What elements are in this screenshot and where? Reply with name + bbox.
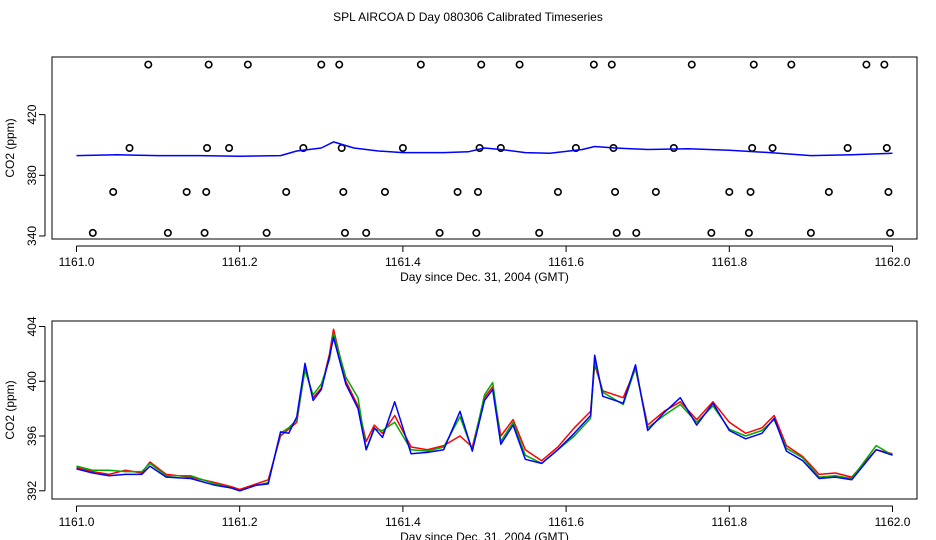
bottom-series-line-3	[76, 336, 893, 492]
top-calibration-marker	[416, 60, 425, 69]
top-x-tick-label: 1161.2	[222, 255, 258, 269]
top-calibration-marker	[362, 228, 371, 237]
bottom-x-tick-label: 1162.0	[875, 515, 911, 529]
bottom-y-axis-label: CO2 (ppm)	[3, 380, 17, 439]
bottom-y-tick-label: 400	[25, 371, 39, 391]
top-calibration-marker	[589, 60, 598, 69]
panel-top: 1161.0 1161.2 1161.4 1161.6 1161.8 1162.0 Day …	[3, 56, 918, 284]
top-calibration-marker	[651, 187, 660, 196]
top-calibration-marker	[109, 187, 118, 196]
top-calibration-marker	[496, 144, 505, 153]
top-calibration-marker	[299, 144, 308, 153]
top-calibration-marker	[707, 228, 716, 237]
bottom-y-tick-label: 392	[25, 480, 39, 500]
bottom-series-line-2	[76, 332, 893, 492]
top-calibration-marker	[88, 228, 97, 237]
top-calibration-marker	[204, 60, 213, 69]
top-calibration-marker	[880, 60, 889, 69]
bottom-x-tick-label: 1161.0	[59, 515, 95, 529]
top-x-tick-label: 1161.0	[59, 255, 95, 269]
bottom-x-axis-label: Day since Dec. 31, 2004 (GMT)	[400, 530, 569, 540]
top-calibration-marker	[317, 60, 326, 69]
top-calibration-marker	[473, 187, 482, 196]
top-calibration-marker	[862, 60, 871, 69]
bottom-x-tick-label: 1161.4	[385, 515, 421, 529]
top-calibration-marker	[182, 187, 191, 196]
top-calibration-marker	[882, 144, 891, 153]
top-calibration-marker	[884, 187, 893, 196]
top-calibration-marker	[571, 144, 580, 153]
top-calibration-marker	[282, 187, 291, 196]
top-calibration-marker	[125, 144, 134, 153]
bottom-plot-frame	[51, 320, 918, 500]
top-y-axis-label: CO2 (ppm)	[3, 118, 17, 177]
top-x-tick-label: 1162.0	[875, 255, 911, 269]
top-calibration-marker	[225, 144, 234, 153]
top-calibration-marker	[843, 144, 852, 153]
top-calibration-marker	[472, 228, 481, 237]
top-calibration-marker	[200, 228, 209, 237]
top-calibration-marker	[824, 187, 833, 196]
top-calibration-marker	[398, 144, 407, 153]
top-calibration-marker	[380, 187, 389, 196]
top-calibration-marker	[669, 144, 678, 153]
top-x-axis-label: Day since Dec. 31, 2004 (GMT)	[400, 270, 569, 284]
bottom-x-tick-label: 1161.8	[711, 515, 747, 529]
top-calibration-marker	[746, 187, 755, 196]
bottom-series-line-1	[76, 328, 893, 491]
top-calibration-marker	[806, 228, 815, 237]
panel-bottom: 1161.0 1161.2 1161.4 1161.6 1161.8 1162.0 Day …	[3, 316, 918, 540]
top-calibration-marker	[163, 228, 172, 237]
top-calibration-marker	[607, 60, 616, 69]
top-calibration-marker	[262, 228, 271, 237]
top-calibration-marker	[339, 187, 348, 196]
top-calibration-marker	[611, 187, 620, 196]
top-calibration-marker	[203, 144, 212, 153]
top-plot-frame	[51, 56, 918, 240]
top-calibration-marker	[243, 60, 252, 69]
top-calibration-marker	[748, 144, 757, 153]
top-calibration-marker	[202, 187, 211, 196]
top-calibration-marker	[744, 228, 753, 237]
top-calibration-marker	[340, 228, 349, 237]
top-calibration-marker	[632, 228, 641, 237]
top-calibration-marker	[453, 187, 462, 196]
bottom-y-tick-label: 396	[25, 426, 39, 446]
top-calibration-marker	[535, 228, 544, 237]
top-x-tick-label: 1161.4	[385, 255, 421, 269]
top-calibration-marker	[144, 60, 153, 69]
bottom-x-tick-label: 1161.2	[222, 515, 258, 529]
bottom-x-tick-label: 1161.6	[548, 515, 584, 529]
top-calibration-marker	[335, 60, 344, 69]
chart-title: SPL AIRCOA D Day 080306 Calibrated Times…	[333, 10, 603, 24]
top-calibration-marker	[435, 228, 444, 237]
top-calibration-marker	[768, 144, 777, 153]
top-calibration-marker	[749, 60, 758, 69]
top-calibration-marker	[787, 60, 796, 69]
top-calibration-marker	[515, 60, 524, 69]
top-y-tick-label: 340	[25, 226, 39, 246]
top-y-tick-label: 380	[25, 165, 39, 185]
bottom-y-tick-label: 404	[25, 316, 39, 336]
top-calibration-marker	[687, 60, 696, 69]
top-x-tick-label: 1161.6	[548, 255, 584, 269]
top-calibration-marker	[553, 187, 562, 196]
top-x-tick-label: 1161.8	[711, 255, 747, 269]
top-calibration-marker	[612, 228, 621, 237]
top-calibration-marker	[477, 60, 486, 69]
top-calibration-marker	[886, 228, 895, 237]
top-series-line-1	[76, 141, 893, 158]
top-calibration-marker	[725, 187, 734, 196]
top-y-tick-label: 420	[25, 104, 39, 124]
